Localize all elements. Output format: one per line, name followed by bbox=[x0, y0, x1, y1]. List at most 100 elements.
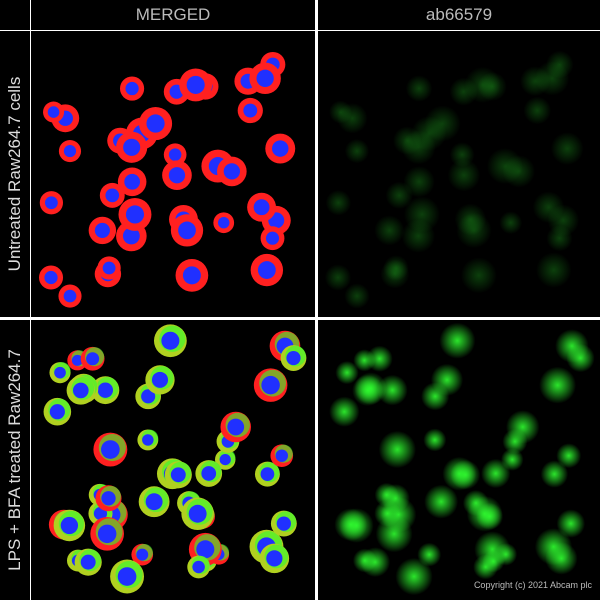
cell bbox=[550, 132, 584, 166]
cell bbox=[424, 484, 459, 519]
copyright-text: Copyright (c) 2021 Abcam plc bbox=[473, 580, 592, 590]
cell bbox=[188, 532, 222, 566]
cell bbox=[383, 255, 409, 281]
cell bbox=[88, 216, 117, 245]
cell bbox=[456, 212, 492, 249]
cell bbox=[137, 429, 159, 451]
row-label-treated: LPS + BFA treated Raw264.7 bbox=[0, 320, 30, 600]
cell bbox=[43, 101, 65, 123]
cell bbox=[523, 96, 552, 125]
column-header-merged: MERGED bbox=[31, 0, 315, 30]
cell bbox=[536, 252, 572, 288]
cell bbox=[328, 100, 353, 124]
cell bbox=[164, 461, 192, 489]
cell bbox=[97, 256, 121, 280]
cell bbox=[481, 458, 511, 489]
cell bbox=[249, 62, 281, 95]
cell bbox=[546, 225, 573, 252]
row-label-treated-text: LPS + BFA treated Raw264.7 bbox=[5, 349, 24, 571]
cell bbox=[325, 189, 352, 216]
panel-treated-antibody: Copyright (c) 2021 Abcam plc bbox=[318, 320, 600, 600]
cell bbox=[181, 497, 214, 531]
micrograph bbox=[38, 51, 296, 308]
cell bbox=[220, 411, 251, 443]
panel-untreated-antibody bbox=[318, 31, 600, 317]
cell bbox=[58, 139, 82, 163]
cell bbox=[324, 264, 352, 291]
cell bbox=[360, 547, 391, 578]
cell bbox=[138, 106, 173, 141]
cell bbox=[38, 265, 64, 290]
cell bbox=[447, 158, 481, 192]
cell bbox=[187, 555, 210, 579]
cell bbox=[378, 430, 417, 469]
cell bbox=[395, 557, 433, 596]
cell bbox=[505, 410, 540, 444]
cell bbox=[53, 509, 86, 542]
cell bbox=[265, 133, 296, 164]
cell bbox=[344, 138, 370, 164]
cell bbox=[556, 509, 586, 538]
cell bbox=[163, 143, 187, 167]
micrograph bbox=[324, 50, 584, 309]
cell bbox=[250, 253, 284, 287]
cell bbox=[91, 376, 120, 405]
cell bbox=[502, 155, 536, 188]
cell bbox=[49, 362, 71, 384]
cell bbox=[119, 76, 145, 101]
cell bbox=[460, 257, 497, 294]
cell bbox=[118, 197, 152, 231]
cell bbox=[352, 374, 384, 407]
cell bbox=[381, 483, 410, 513]
cell bbox=[66, 376, 96, 405]
cell bbox=[374, 215, 405, 246]
cell bbox=[430, 363, 464, 396]
cell bbox=[162, 160, 192, 191]
cell bbox=[339, 508, 374, 543]
cell bbox=[217, 156, 247, 187]
cell bbox=[344, 283, 370, 309]
corner bbox=[0, 0, 30, 30]
cell bbox=[95, 485, 122, 512]
cell bbox=[556, 443, 582, 469]
cell bbox=[74, 548, 102, 576]
cell bbox=[153, 324, 187, 358]
cell bbox=[237, 97, 263, 124]
cell bbox=[280, 345, 307, 371]
cell bbox=[423, 428, 447, 452]
cell bbox=[464, 66, 501, 103]
cell bbox=[58, 284, 82, 308]
cell bbox=[195, 460, 223, 487]
cell bbox=[117, 167, 147, 197]
cell bbox=[539, 366, 577, 404]
cell bbox=[90, 517, 124, 551]
cell bbox=[450, 459, 481, 490]
cell bbox=[385, 181, 413, 210]
cell bbox=[473, 554, 499, 580]
cell bbox=[110, 559, 145, 594]
cell bbox=[439, 322, 476, 359]
cell bbox=[540, 460, 569, 488]
cell bbox=[138, 486, 170, 518]
cell bbox=[131, 543, 154, 566]
row-label-untreated: Untreated Raw264.7 cells bbox=[0, 31, 30, 317]
cell bbox=[260, 226, 285, 251]
cell bbox=[499, 211, 523, 235]
cell bbox=[375, 515, 413, 553]
cell bbox=[532, 191, 565, 224]
cell bbox=[466, 495, 503, 532]
cell bbox=[39, 191, 64, 215]
cell bbox=[213, 212, 235, 234]
cell bbox=[253, 368, 288, 402]
panel-untreated-merged bbox=[31, 31, 315, 317]
cell bbox=[366, 345, 393, 372]
cell bbox=[566, 343, 595, 373]
cell bbox=[254, 461, 280, 487]
cell bbox=[179, 68, 213, 102]
cell bbox=[270, 444, 294, 468]
cell bbox=[405, 75, 433, 102]
cell bbox=[175, 258, 209, 292]
row-label-untreated-text: Untreated Raw264.7 cells bbox=[5, 76, 24, 272]
panel-treated-merged bbox=[31, 320, 315, 600]
cell bbox=[329, 396, 360, 427]
